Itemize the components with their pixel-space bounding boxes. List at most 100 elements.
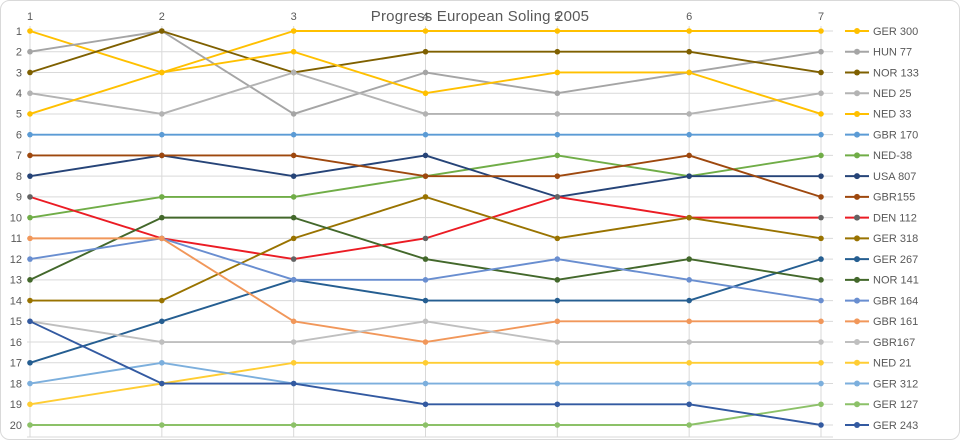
data-point-ger-267-race-5 — [554, 297, 561, 304]
data-point-ned-38-race-5 — [554, 152, 561, 159]
legend-label: GBR 161 — [873, 316, 918, 328]
data-point-ned-25-race-4 — [422, 111, 429, 117]
legend-item-ger-318: GER 318 — [845, 233, 918, 245]
data-point-ned-38-race-3 — [290, 194, 297, 200]
data-point-gbr-170-race-2 — [159, 131, 165, 138]
data-point-ger-127-race-7 — [818, 401, 824, 408]
data-point-ger-312-race-5 — [554, 380, 561, 387]
data-point-ned-25-race-6 — [686, 111, 692, 117]
y-tick-label: 12 — [10, 254, 22, 266]
legend-label: GER 243 — [873, 420, 918, 432]
legend-marker-dot — [854, 256, 860, 263]
data-point-gbr-161-race-1 — [27, 235, 33, 242]
legend-marker-dot — [854, 69, 860, 76]
legend-marker-dot — [854, 110, 860, 117]
series-layer — [27, 28, 824, 428]
data-point-ger-243-race-7 — [818, 422, 824, 428]
y-tick-label: 14 — [10, 295, 22, 307]
data-point-nor-133-race-5 — [554, 48, 561, 55]
data-point-gbr-164-race-1 — [27, 256, 33, 262]
y-tick-label: 20 — [10, 420, 22, 432]
data-point-gbr167-race-3 — [290, 339, 297, 345]
data-point-gbr-164-race-6 — [686, 277, 692, 283]
legend-marker-dot — [854, 28, 860, 34]
data-point-ned-33-race-3 — [290, 48, 297, 55]
data-point-usa-807-race-6 — [686, 173, 692, 179]
series-ned-25 — [27, 69, 824, 117]
data-point-usa-807-race-4 — [422, 152, 429, 159]
legend-item-ned-33: NED 33 — [845, 109, 912, 121]
y-tick-label: 16 — [10, 337, 22, 349]
y-tick-label: 13 — [10, 275, 22, 287]
y-tick-label: 3 — [16, 67, 22, 79]
legend-marker-dot — [854, 235, 860, 242]
data-point-gbr-164-race-3 — [290, 277, 297, 283]
data-point-nor-133-race-6 — [686, 48, 692, 55]
data-point-nor-133-race-2 — [159, 28, 165, 34]
legend-marker-dot — [854, 193, 860, 200]
data-point-gbr155-race-3 — [290, 152, 297, 159]
data-point-gbr-161-race-6 — [686, 318, 692, 325]
y-tick-label: 5 — [16, 109, 22, 121]
data-point-ger-318-race-6 — [686, 214, 692, 221]
data-point-ned-38-race-7 — [818, 152, 824, 159]
legend-label: NOR 141 — [873, 275, 919, 287]
data-point-hun-77-race-4 — [422, 69, 429, 76]
y-tick-label: 11 — [11, 233, 22, 245]
y-tick-label: 18 — [10, 378, 22, 390]
data-point-ned-25-race-3 — [290, 69, 297, 76]
data-point-ger-127-race-3 — [290, 422, 297, 428]
data-point-den-112-race-7 — [818, 214, 824, 221]
data-point-ger-243-race-5 — [554, 401, 561, 408]
legend-label: GER 127 — [873, 399, 918, 411]
y-tick-label: 7 — [16, 150, 22, 162]
x-tick-label: 5 — [554, 11, 560, 23]
data-point-gbr-170-race-3 — [290, 131, 297, 138]
data-point-ned-25-race-7 — [818, 90, 824, 97]
x-axis-labels: 1 2 3 4 5 6 7 — [27, 11, 824, 23]
chart-title: Progress European Soling 2005 — [371, 8, 589, 25]
legend-item-gbr-170: GBR 170 — [845, 129, 918, 141]
data-point-ger-127-race-2 — [159, 422, 165, 428]
data-point-gbr-170-race-7 — [818, 131, 824, 138]
data-point-gbr-170-race-5 — [554, 131, 561, 138]
data-point-hun-77-race-1 — [27, 48, 33, 55]
data-point-ger-300-race-1 — [27, 28, 33, 34]
data-point-gbr-161-race-7 — [818, 318, 824, 325]
series-ger-127 — [27, 401, 824, 428]
legend-item-ger-127: GER 127 — [845, 399, 918, 411]
data-point-nor-133-race-4 — [422, 48, 429, 55]
series-gbr-170 — [27, 131, 824, 138]
data-point-ger-243-race-4 — [422, 401, 429, 408]
data-point-ned-21-race-6 — [686, 359, 692, 366]
data-point-usa-807-race-7 — [818, 173, 824, 179]
series-ger-243 — [27, 318, 824, 428]
data-point-ned-38-race-2 — [159, 194, 165, 200]
data-point-ger-318-race-4 — [422, 194, 429, 200]
data-point-gbr155-race-5 — [554, 173, 561, 179]
data-point-ger-267-race-4 — [422, 297, 429, 304]
series-nor-141 — [27, 214, 824, 283]
data-point-hun-77-race-5 — [554, 90, 561, 97]
data-point-gbr167-race-5 — [554, 339, 561, 345]
data-point-gbr155-race-7 — [818, 194, 824, 200]
data-point-gbr155-race-2 — [159, 152, 165, 159]
legend-label: GER 318 — [873, 233, 918, 245]
data-point-ger-318-race-2 — [159, 297, 165, 304]
data-point-ger-318-race-5 — [554, 235, 561, 242]
data-point-gbr-170-race-4 — [422, 131, 429, 138]
data-point-ger-267-race-7 — [818, 256, 824, 262]
y-tick-label: 9 — [16, 192, 22, 204]
data-point-ned-21-race-3 — [290, 359, 297, 366]
legend-marker-dot — [854, 318, 860, 325]
data-point-ned-33-race-7 — [818, 111, 824, 117]
legend-label: GER 312 — [873, 378, 918, 390]
data-point-ger-243-race-1 — [27, 318, 33, 325]
legend-label: GBR 170 — [873, 129, 918, 141]
y-tick-label: 10 — [10, 212, 22, 224]
legend-label: NED 33 — [873, 109, 912, 121]
data-point-den-112-race-4 — [422, 235, 429, 242]
data-point-ger-312-race-4 — [422, 380, 429, 387]
legend-marker-dot — [854, 339, 860, 346]
legend-label: NED 25 — [873, 88, 912, 100]
